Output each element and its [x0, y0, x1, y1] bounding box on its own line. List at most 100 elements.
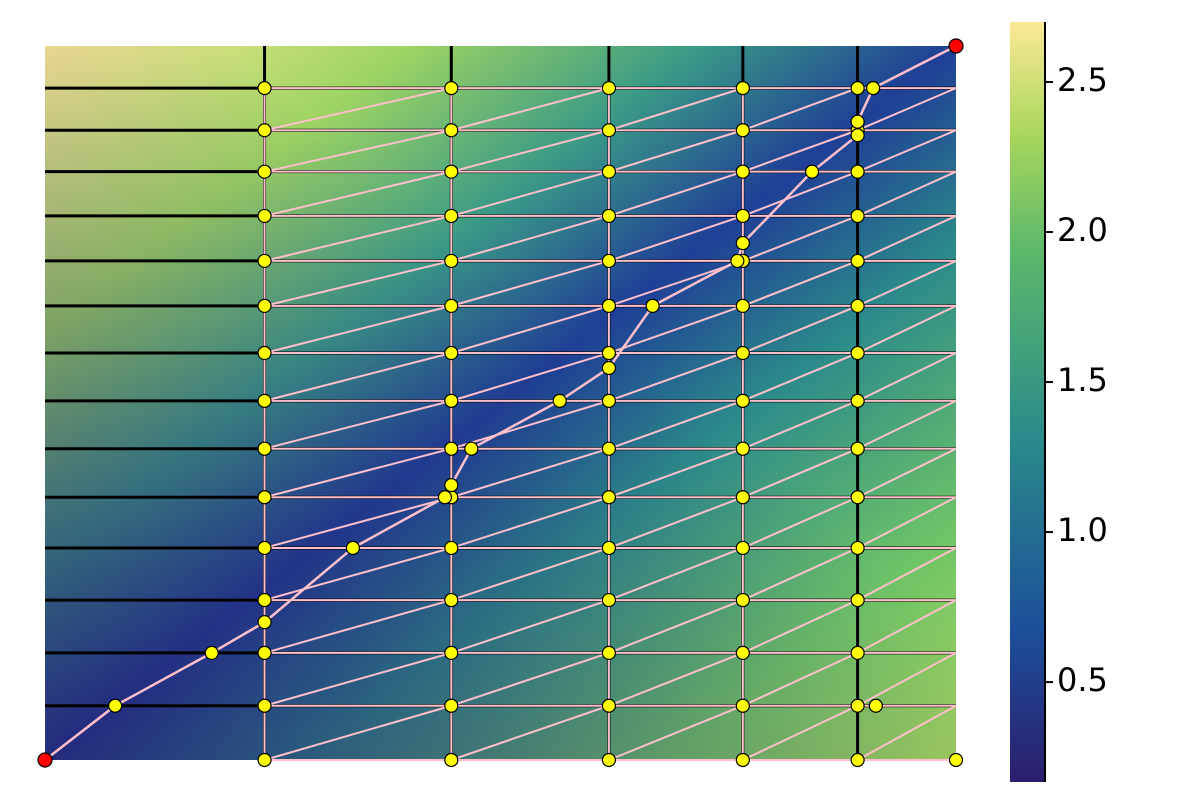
point	[108, 698, 123, 713]
point	[804, 164, 820, 179]
edge	[264, 546, 452, 602]
node	[735, 592, 750, 608]
node	[257, 208, 272, 224]
edge	[450, 704, 610, 761]
node	[257, 393, 272, 408]
edge	[264, 704, 452, 761]
colorbar-tick-label: 1.0	[1057, 511, 1108, 549]
node	[601, 592, 617, 608]
colorbar-tick-label: 1.5	[1057, 361, 1108, 399]
edge	[451, 447, 610, 499]
edge	[608, 547, 744, 601]
edge	[264, 399, 452, 450]
point	[552, 393, 567, 408]
edge	[857, 129, 957, 173]
edge	[742, 304, 858, 354]
colorbar-tick-label: 0.5	[1057, 661, 1108, 699]
node	[444, 345, 459, 361]
edge	[608, 129, 744, 173]
node	[735, 698, 750, 713]
node	[257, 164, 272, 179]
edge	[608, 170, 744, 217]
node	[735, 298, 750, 313]
edge	[264, 129, 452, 173]
edge	[450, 546, 610, 602]
edge	[742, 547, 859, 601]
node	[257, 345, 272, 361]
node	[444, 208, 459, 224]
edge	[742, 215, 858, 262]
edge	[742, 259, 858, 307]
point	[464, 441, 479, 456]
edge	[742, 352, 858, 402]
node	[601, 81, 617, 96]
node	[257, 645, 272, 661]
edge	[857, 260, 957, 307]
node	[601, 253, 617, 269]
point	[645, 298, 660, 313]
edge	[264, 214, 452, 262]
node	[850, 698, 865, 713]
node	[735, 164, 750, 179]
point	[437, 490, 453, 505]
node	[850, 81, 865, 96]
edge	[608, 304, 744, 354]
point	[850, 128, 865, 143]
edge	[857, 304, 957, 354]
point	[850, 114, 865, 129]
node	[601, 298, 617, 313]
node	[735, 540, 750, 556]
node	[257, 490, 272, 505]
point	[865, 81, 881, 96]
edge	[450, 599, 610, 654]
node	[850, 752, 865, 768]
point	[204, 645, 219, 661]
edge	[608, 496, 744, 549]
edge	[264, 170, 452, 217]
edge	[264, 352, 452, 402]
node	[444, 393, 459, 408]
node	[850, 393, 865, 408]
colorbar-tick-label: 2.5	[1057, 61, 1108, 99]
edge	[857, 496, 957, 549]
edge	[451, 352, 610, 402]
edge	[451, 129, 610, 173]
edge	[264, 599, 452, 654]
node	[735, 393, 750, 408]
edge	[742, 129, 858, 173]
edge	[450, 651, 610, 707]
node	[850, 441, 865, 456]
node	[601, 540, 617, 556]
edge	[857, 547, 957, 601]
node	[601, 123, 617, 138]
start	[37, 752, 53, 768]
edge	[608, 259, 744, 307]
edge	[742, 87, 858, 132]
node	[444, 540, 459, 556]
point	[601, 360, 617, 376]
node	[601, 441, 617, 456]
edge	[742, 599, 859, 654]
node	[850, 540, 865, 556]
edge	[264, 496, 452, 549]
colorbar-tick-label: 2.0	[1057, 211, 1108, 249]
node	[257, 441, 272, 456]
edge	[857, 447, 957, 499]
edge	[264, 87, 452, 132]
node	[601, 393, 617, 408]
point	[345, 540, 361, 556]
edge	[451, 304, 610, 354]
edge	[857, 652, 957, 707]
edge	[857, 599, 957, 654]
edge	[857, 704, 957, 761]
edge	[608, 399, 744, 450]
node	[850, 298, 865, 313]
point	[257, 615, 272, 630]
edge	[264, 651, 452, 707]
node	[850, 592, 865, 608]
edge	[264, 304, 452, 354]
node	[257, 253, 272, 269]
edge	[608, 599, 744, 654]
edge	[450, 496, 610, 549]
edge	[857, 215, 957, 262]
